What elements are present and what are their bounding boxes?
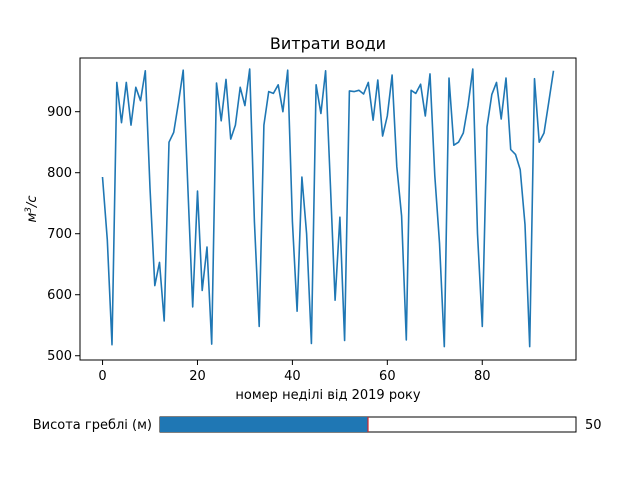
x-tick-label: 60 (379, 369, 396, 384)
y-axis-ticks: 500 600 700 800 900 (47, 105, 80, 364)
slider-label: Висота греблі (м) (33, 418, 152, 433)
y-tick-label: 800 (47, 166, 72, 181)
series-line (101, 68, 555, 348)
slider-value: 50 (585, 418, 602, 433)
y-axis-label-rest: /с (25, 195, 40, 208)
x-tick-label: 20 (189, 369, 206, 384)
x-axis-ticks: 0 20 40 60 80 (98, 360, 491, 384)
axes-frame (79, 57, 577, 361)
plot-area: 0 20 40 60 80 500 600 700 800 900 (47, 57, 577, 384)
x-tick-label: 40 (284, 369, 301, 384)
x-tick-label: 80 (474, 369, 491, 384)
y-axis-label-superscript: 3 (24, 207, 34, 213)
y-axis-label-base: м (25, 213, 40, 223)
dam-height-slider[interactable]: Висота греблі (м) 50 (33, 416, 602, 433)
x-tick-label: 0 (98, 369, 106, 384)
y-tick-label: 900 (47, 105, 72, 120)
slider-fill (160, 417, 368, 432)
chart-title: Витрати води (270, 34, 386, 53)
y-tick-label: 500 (47, 349, 72, 364)
y-axis-label: м3/с (24, 195, 40, 222)
y-tick-label: 700 (47, 227, 72, 242)
y-tick-label: 600 (47, 288, 72, 303)
x-axis-label: номер неділі від 2019 року (235, 388, 420, 403)
